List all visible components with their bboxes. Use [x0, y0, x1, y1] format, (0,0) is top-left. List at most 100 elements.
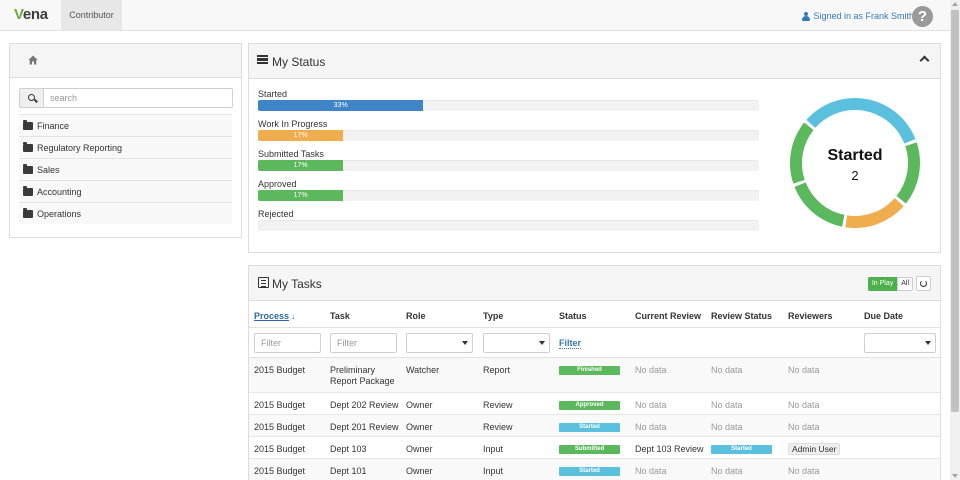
cell-review-status: No data: [711, 466, 743, 476]
folder-label: Regulatory Reporting: [37, 142, 123, 153]
folder-label: Accounting: [37, 186, 82, 197]
status-progress-fill: 17%: [258, 130, 344, 141]
folder-panel: Finance Regulatory Reporting Sales Accou…: [9, 43, 242, 238]
cell-type: Report: [483, 365, 511, 375]
cell-process: 2015 Budget: [254, 400, 306, 410]
donut-slice-finished[interactable]: [790, 122, 814, 184]
donut-slice-approved[interactable]: [896, 142, 920, 204]
table-row[interactable]: 2015 Budget Dept 202 Review Owner Review App…: [249, 393, 940, 415]
folder-item-sales[interactable]: Sales: [19, 158, 232, 180]
status-bar-label: Started: [258, 89, 288, 99]
status-bar-label: Approved: [258, 179, 297, 189]
sort-icon[interactable]: ↓: [291, 312, 296, 321]
column-header-due-date[interactable]: Due Date: [864, 311, 904, 321]
table-row[interactable]: 2015 Budget Dept 201 Review Owner Review Sta…: [249, 415, 940, 437]
folder-label: Operations: [37, 208, 82, 219]
toggle-in-play[interactable]: In Play: [867, 276, 898, 291]
status-bar-label: Rejected: [258, 209, 294, 219]
column-header-process[interactable]: Process ↓: [254, 311, 296, 321]
column-header-task[interactable]: Task: [330, 311, 350, 321]
cell-review-status: No data: [711, 365, 743, 375]
tab-contributor[interactable]: Contributor: [61, 0, 122, 30]
filter-row: Filter Filter Filter: [249, 327, 940, 358]
signed-in-label: Signed in as Frank Smith: [813, 11, 914, 21]
help-icon[interactable]: ?: [912, 6, 933, 27]
cell-current-review: No data: [635, 422, 667, 432]
cell-reviewers: No data: [788, 365, 820, 375]
task-filter-toggle: In Play All: [867, 276, 931, 291]
donut-slice-work-in-progress[interactable]: [845, 198, 904, 228]
cell-process: 2015 Budget: [254, 466, 306, 476]
column-header-current-review[interactable]: Current Review: [635, 311, 702, 321]
cell-reviewers: No data: [788, 422, 820, 432]
status-bar-group: Work In Progress 17%: [258, 119, 759, 141]
cell-role: Owner: [406, 444, 433, 454]
top-bar: Vena Contributor Signed in as Frank Smit…: [0, 0, 950, 31]
folder-item-operations[interactable]: Operations: [19, 202, 232, 224]
status-progress-fill: 17%: [258, 160, 344, 171]
due-date-filter-select[interactable]: [864, 333, 936, 353]
column-header-type[interactable]: Type: [483, 311, 504, 321]
status-progress-track: 17%: [258, 160, 759, 171]
cell-task: Preliminary Report Package: [330, 365, 395, 386]
task-filter-input[interactable]: Filter: [330, 333, 397, 353]
task-list-icon: [258, 277, 269, 288]
signed-in-user[interactable]: Signed in as Frank Smith: [801, 11, 914, 21]
donut-slice-submitted-tasks[interactable]: [794, 182, 845, 227]
status-badge: Started: [559, 423, 620, 432]
cell-role: Owner: [406, 466, 433, 476]
cell-role: Watcher: [406, 365, 440, 375]
scroll-up-arrow[interactable]: [952, 2, 958, 6]
status-bar-label: Submitted Tasks: [258, 149, 324, 159]
my-tasks-panel: My Tasks In Play All Process ↓ Task Role …: [248, 265, 941, 480]
folder-icon: [23, 163, 33, 174]
cell-task: Dept 202 Review: [330, 400, 399, 410]
donut-slice-started[interactable]: [806, 98, 916, 144]
cell-current-review: No data: [635, 466, 667, 476]
folder-search: [19, 88, 233, 108]
type-filter-select[interactable]: [483, 333, 550, 353]
folder-item-accounting[interactable]: Accounting: [19, 180, 232, 202]
status-bar-group: Rejected: [258, 209, 759, 231]
folder-label: Sales: [37, 164, 60, 175]
column-header-reviewers[interactable]: Reviewers: [788, 311, 833, 321]
cell-review-status: No data: [711, 422, 743, 432]
process-filter-input[interactable]: Filter: [254, 333, 321, 353]
status-badge: Approved: [559, 401, 620, 410]
search-input[interactable]: [43, 88, 233, 108]
column-header-status[interactable]: Status: [559, 311, 587, 321]
cell-task: Dept 201 Review: [330, 422, 399, 432]
collapse-chevron-icon[interactable]: [919, 55, 930, 66]
cell-type: Review: [483, 422, 513, 432]
status-filter-link[interactable]: Filter: [559, 338, 582, 349]
table-row[interactable]: 2015 Budget Dept 101 Owner Input Started No d…: [249, 459, 940, 480]
vena-logo[interactable]: Vena: [14, 6, 48, 23]
chevron-down-icon: [539, 341, 545, 345]
search-icon: [28, 94, 35, 101]
page-scrollbar[interactable]: [950, 0, 960, 480]
cell-reviewers: No data: [788, 400, 820, 410]
column-header-role[interactable]: Role: [406, 311, 426, 321]
scroll-down-arrow[interactable]: [952, 474, 958, 478]
role-filter-select[interactable]: [406, 333, 473, 353]
cell-task: Dept 103: [330, 444, 367, 454]
home-icon[interactable]: [28, 55, 38, 65]
folder-item-regulatory-reporting[interactable]: Regulatory Reporting: [19, 136, 232, 158]
reviewer-chip[interactable]: Admin User: [788, 443, 841, 455]
folder-icon: [23, 185, 33, 196]
scroll-thumb[interactable]: [951, 10, 959, 412]
refresh-icon[interactable]: [916, 276, 931, 291]
folder-item-finance[interactable]: Finance: [19, 114, 232, 136]
chevron-down-icon: [462, 341, 468, 345]
toggle-all[interactable]: All: [897, 276, 913, 291]
column-header-review-status[interactable]: Review Status: [711, 311, 773, 321]
search-button[interactable]: [19, 88, 43, 108]
status-badge: Started: [559, 467, 620, 476]
table-row[interactable]: 2015 Budget Preliminary Report Package Wat…: [249, 358, 940, 393]
cell-current-review: Dept 103 Review: [635, 444, 704, 454]
cell-current-review: No data: [635, 400, 667, 410]
folder-panel-header: [10, 44, 241, 78]
status-badge: Finished: [559, 366, 620, 375]
table-row[interactable]: 2015 Budget Dept 103 Owner Input Submitted De…: [249, 437, 940, 459]
cell-current-review: No data: [635, 365, 667, 375]
